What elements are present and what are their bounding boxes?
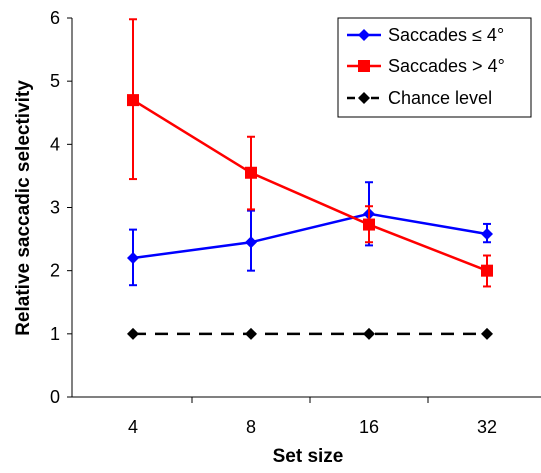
x-tick-label: 4 <box>128 417 138 437</box>
x-tick-label: 32 <box>477 417 497 437</box>
y-tick-label: 1 <box>50 324 60 344</box>
legend-swatch-marker <box>358 92 370 104</box>
series-line <box>132 99 488 272</box>
x-tick-label: 8 <box>246 417 256 437</box>
legend-item: Chance level <box>347 88 492 108</box>
legend: Saccades ≤ 4° Saccades > 4° Chance level <box>337 17 532 118</box>
legend-swatch-marker <box>358 60 370 72</box>
legend-item: Saccades ≤ 4° <box>347 25 504 45</box>
data-point <box>245 236 257 249</box>
y-tick-label: 5 <box>50 71 60 91</box>
series-chance-level <box>127 327 493 340</box>
legend-label: Saccades > 4° <box>388 56 505 76</box>
data-point <box>127 327 139 340</box>
legend-label: Saccades ≤ 4° <box>388 25 504 45</box>
legend-label: Chance level <box>388 88 492 108</box>
y-tick-label: 0 <box>50 387 60 407</box>
data-point <box>481 228 493 241</box>
data-point <box>127 94 139 107</box>
y-tick-label: 2 <box>50 261 60 281</box>
data-point <box>245 166 257 179</box>
legend-item: Saccades > 4° <box>347 56 505 76</box>
y-tick-label: 6 <box>50 8 60 28</box>
data-point <box>245 327 257 340</box>
data-point <box>363 218 375 231</box>
data-point <box>127 252 139 265</box>
y-axis-title: Relative saccadic selectivity <box>13 80 34 336</box>
y-tick-label: 4 <box>50 134 60 154</box>
data-point <box>363 327 375 340</box>
series-line <box>132 212 488 260</box>
x-axis-title: Set size <box>273 446 344 467</box>
y-tick-label: 3 <box>50 198 60 218</box>
series-saccades-4 <box>127 18 493 288</box>
data-point <box>481 327 493 340</box>
axes: 0 1 2 3 4 5 6 4 8 16 32 <box>50 8 541 437</box>
data-point <box>481 264 493 277</box>
legend-swatch-marker <box>358 29 370 41</box>
plot-series <box>127 18 493 340</box>
x-tick-label: 16 <box>359 417 379 437</box>
